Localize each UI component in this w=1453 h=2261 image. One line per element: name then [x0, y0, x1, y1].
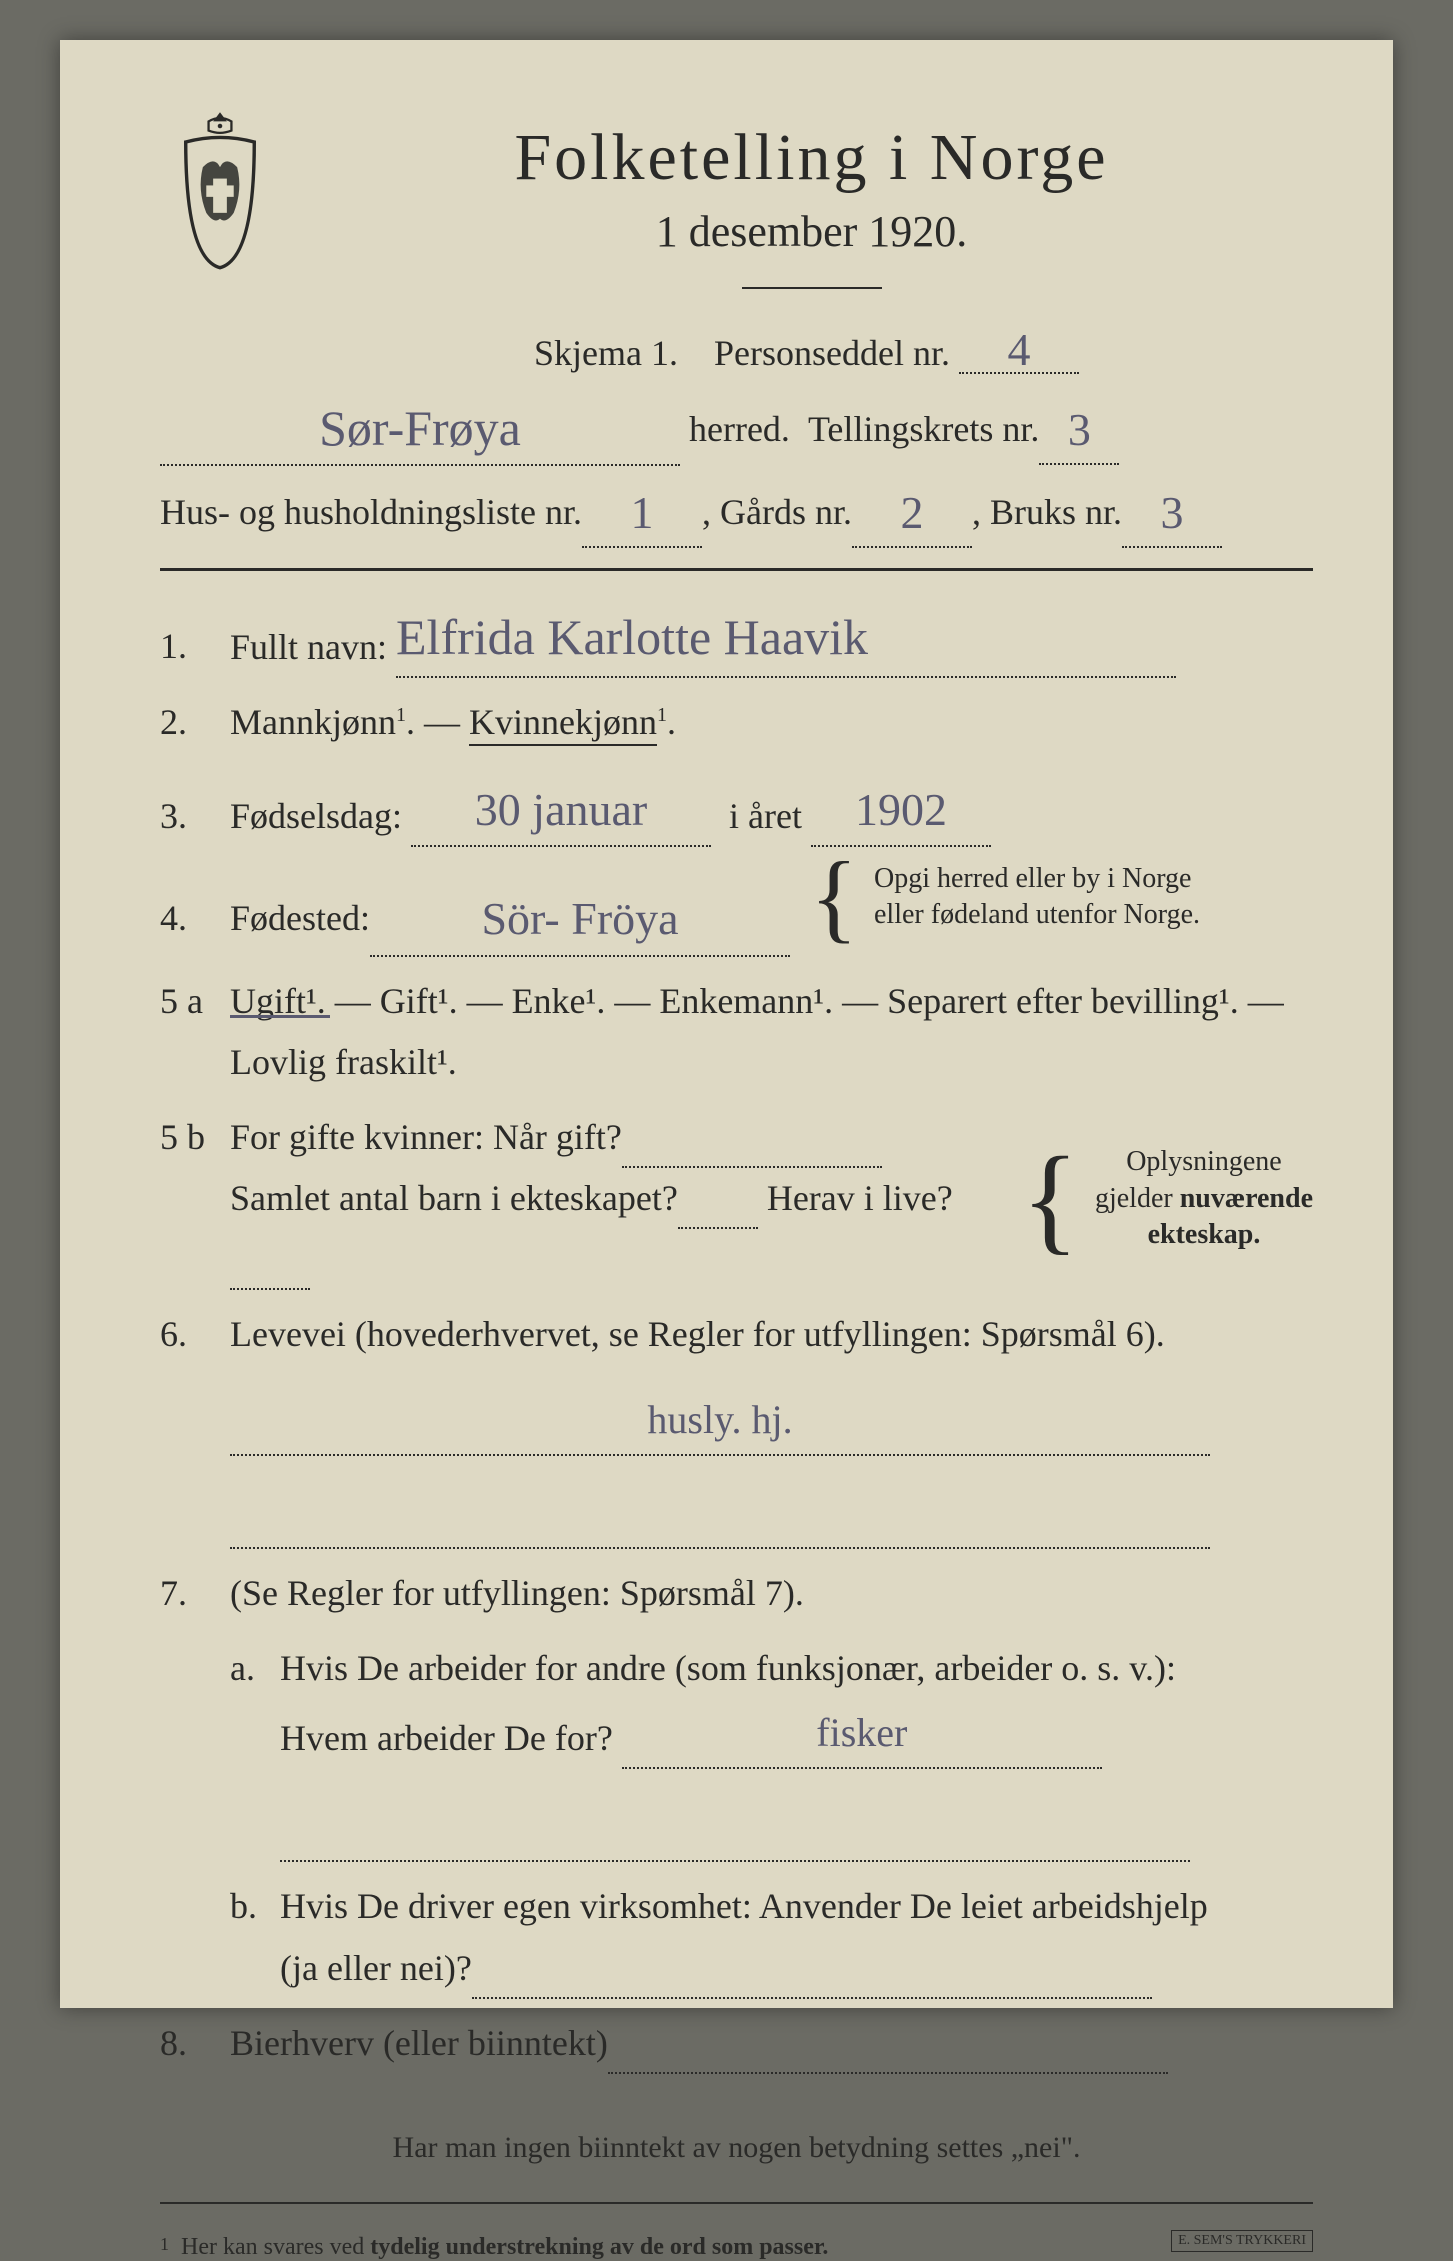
herred-line: Sør-Frøya herred. Tellingskrets nr. 3	[160, 384, 1313, 466]
footer-hint: Har man ingen biinntekt av nogen betydni…	[160, 2124, 1313, 2172]
q5b-note-l3: ekteskap.	[1148, 1219, 1261, 1250]
footnote-num: 1	[160, 2234, 169, 2254]
husliste-label: Hus- og husholdningsliste nr.	[160, 484, 582, 542]
q5a-opts2: Lovlig fraskilt¹.	[230, 1042, 457, 1082]
q7b-l2: (ja eller nei)?	[280, 1948, 472, 1988]
gards-nr: 2	[901, 487, 924, 538]
q4-label: Fødested:	[230, 888, 370, 949]
q7-label: (Se Regler for utfyllingen: Spørsmål 7).	[230, 1573, 804, 1613]
q6-value: husly. hj.	[647, 1397, 792, 1442]
q7b-l1: Hvis De driver egen virksomhet: Anvender…	[280, 1886, 1208, 1926]
herred-name: Sør-Frøya	[319, 400, 521, 456]
q7b-num: b.	[230, 1876, 280, 1937]
q7a-value: fisker	[816, 1710, 907, 1755]
q4-note-l2: eller fødeland utenfor Norge.	[874, 899, 1200, 930]
q4: 4. Fødested: Sör- Fröya { Opgi herred el…	[160, 861, 1313, 957]
q3: 3. Fødselsdag: 30 januar i året 1902	[160, 767, 1313, 847]
census-form-page: Folketelling i Norge 1 desember 1920. Sk…	[60, 40, 1393, 2008]
q5b-note: Oplysningene gjelder nuværende ekteskap.	[1095, 1144, 1313, 1253]
tellingskrets-label: Tellingskrets nr.	[808, 401, 1039, 459]
q5b-l1: For gifte kvinner: Når gift?	[230, 1117, 622, 1157]
husliste-nr: 1	[631, 487, 654, 538]
q5b-num: 5 b	[160, 1107, 230, 1168]
husliste-line: Hus- og husholdningsliste nr. 1 , Gårds …	[160, 472, 1313, 548]
sup-1a: 1	[396, 704, 406, 726]
q1-value: Elfrida Karlotte Haavik	[396, 609, 868, 665]
q4-value: Sör- Fröya	[481, 893, 678, 944]
q1: 1. Fullt navn: Elfrida Karlotte Haavik	[160, 591, 1313, 678]
ugift-underline-mark	[230, 1015, 330, 1018]
q7a-num: a.	[230, 1638, 280, 1699]
sub-title: 1 desember 1920.	[310, 206, 1313, 257]
gards-label: , Gårds nr.	[702, 484, 852, 542]
q2-num: 2.	[160, 692, 230, 753]
q1-num: 1.	[160, 616, 230, 677]
q7a-l1: Hvis De arbeider for andre (som funksjon…	[280, 1648, 1176, 1688]
q1-label: Fullt navn:	[230, 626, 387, 666]
q8: 8. Bierhverv (eller biinntekt)	[160, 2013, 1313, 2074]
q3-num: 3.	[160, 786, 230, 847]
q3-year-label: i året	[729, 796, 802, 836]
q6: 6. Levevei (hovederhvervet, se Regler fo…	[160, 1304, 1313, 1548]
skjema-label: Skjema 1.	[534, 333, 678, 373]
q2-dash: —	[424, 702, 469, 742]
q5a-num: 5 a	[160, 971, 230, 1032]
q7: 7. (Se Regler for utfyllingen: Spørsmål …	[160, 1563, 1313, 1624]
q2: 2. Mannkjønn1. — Kvinnekjønn1.	[160, 692, 1313, 753]
bruks-label: , Bruks nr.	[972, 484, 1122, 542]
herred-label: herred.	[689, 401, 790, 459]
q8-label: Bierhverv (eller biinntekt)	[230, 2023, 608, 2063]
footnote-text: Her kan svares ved tydelig understreknin…	[181, 2234, 828, 2260]
q4-note-l1: Opgi herred eller by i Norge	[874, 863, 1192, 894]
brace-icon-1: {	[810, 867, 858, 927]
title-block: Folketelling i Norge 1 desember 1920.	[310, 100, 1313, 309]
main-title: Folketelling i Norge	[310, 120, 1313, 196]
q5b: 5 b For gifte kvinner: Når gift? Samlet …	[160, 1107, 1313, 1291]
q3-day: 30 januar	[475, 784, 647, 835]
q6-num: 6.	[160, 1304, 230, 1365]
header: Folketelling i Norge 1 desember 1920.	[160, 100, 1313, 309]
coat-of-arms-icon	[160, 110, 280, 270]
q7a: a. Hvis De arbeider for andre (som funks…	[230, 1638, 1313, 1862]
q5b-note-l2: gjelder nuværende	[1095, 1183, 1313, 1214]
q3-year: 1902	[855, 784, 947, 835]
q4-num: 4.	[160, 888, 230, 949]
q5a: 5 a Ugift¹. — Gift¹. — Enke¹. — Enkemann…	[160, 971, 1313, 1093]
q7b: b. Hvis De driver egen virksomhet: Anven…	[230, 1876, 1313, 1998]
printer-mark: E. SEM'S TRYKKERI	[1171, 2230, 1313, 2252]
personseddel-nr: 4	[1007, 324, 1030, 375]
q7a-l2: Hvem arbeider De for?	[280, 1718, 613, 1758]
footnote-divider	[160, 2202, 1313, 2204]
q8-num: 8.	[160, 2013, 230, 2074]
personseddel-label: Personseddel nr.	[714, 333, 950, 373]
q5b-l2b: Herav i live?	[767, 1178, 953, 1218]
q2-opt-b: Kvinnekjønn	[469, 702, 657, 746]
q6-label: Levevei (hovederhvervet, se Regler for u…	[230, 1314, 1165, 1354]
q5b-l2a: Samlet antal barn i ekteskapet?	[230, 1178, 678, 1218]
tellingskrets-nr: 3	[1068, 404, 1091, 455]
q5a-opts: Ugift¹. — Gift¹. — Enke¹. — Enkemann¹. —…	[230, 981, 1284, 1021]
q3-label: Fødselsdag:	[230, 796, 402, 836]
skjema-line: Skjema 1. Personseddel nr. 4	[300, 319, 1313, 374]
q7-num: 7.	[160, 1563, 230, 1624]
brace-icon-2: {	[1021, 1163, 1079, 1235]
sup-1b: 1	[657, 704, 667, 726]
q4-note: Opgi herred eller by i Norge eller fødel…	[874, 861, 1200, 934]
q5b-note-l1: Oplysningene	[1126, 1146, 1282, 1177]
bruks-nr: 3	[1161, 487, 1184, 538]
footnote: 1 Her kan svares ved tydelig understrekn…	[160, 2234, 1313, 2261]
section-divider-1	[160, 568, 1313, 571]
title-divider	[742, 287, 882, 289]
q2-opt-a: Mannkjønn	[230, 702, 396, 742]
